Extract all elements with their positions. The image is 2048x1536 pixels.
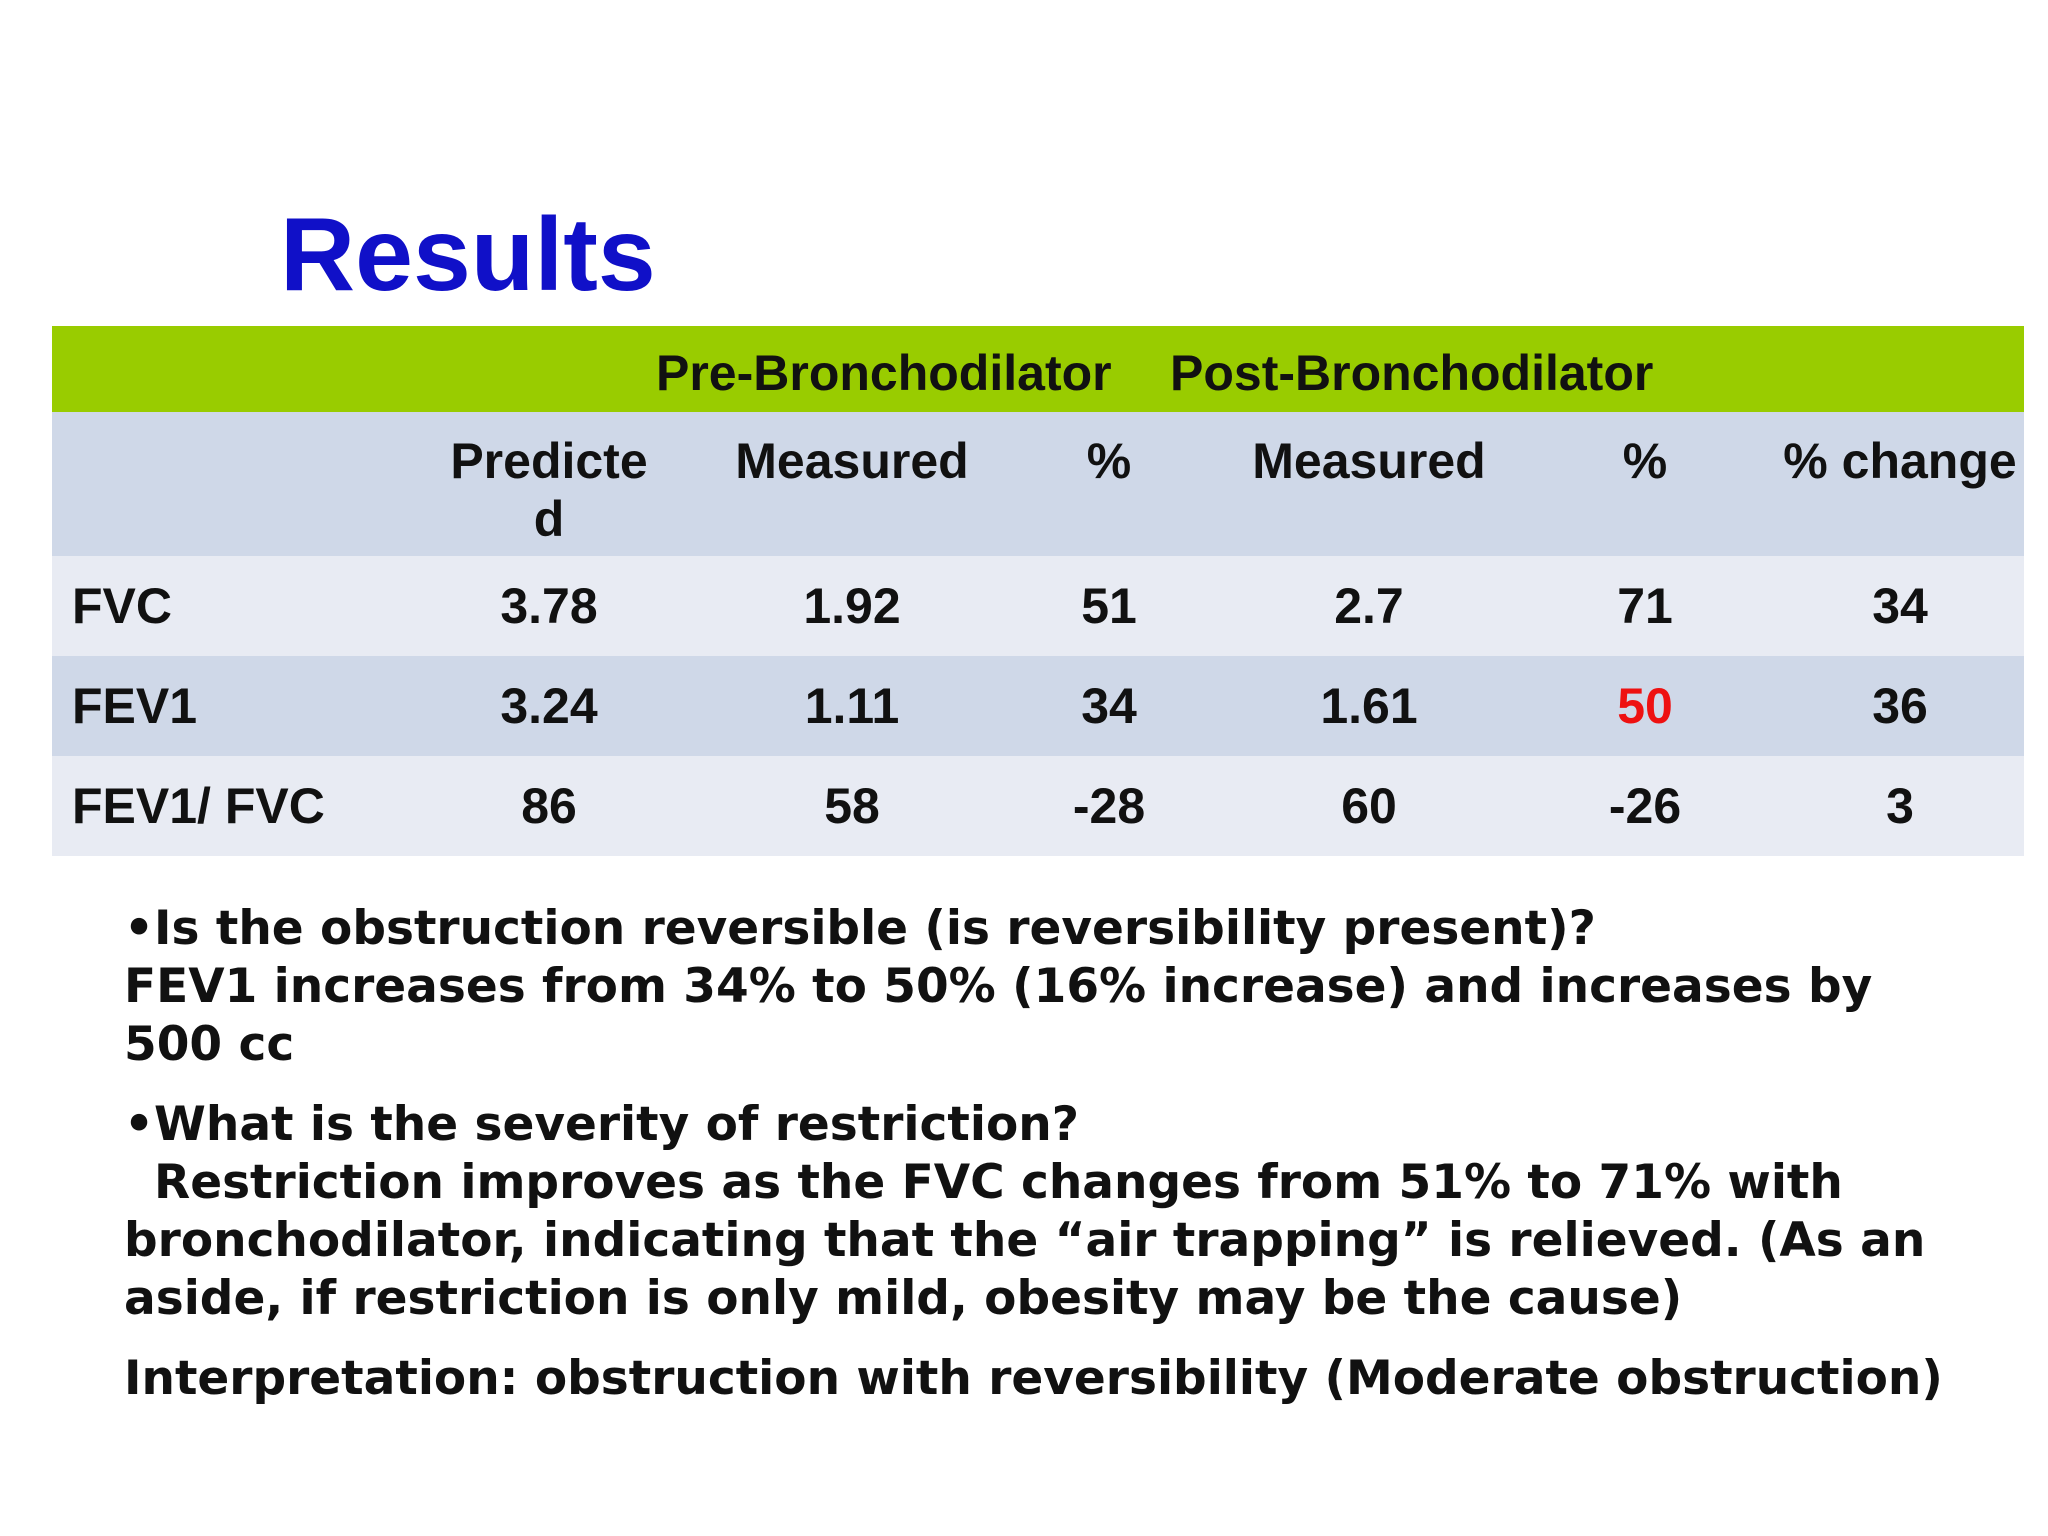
percent-change-value: 34 [1872,578,1928,634]
post-percent-value: -26 [1608,778,1682,834]
predicted-value: 86 [521,778,577,834]
row-label: FEV1/ FVC [72,778,325,834]
post-measured-value: 60 [1341,778,1397,834]
column-header-pre-measured: Measured [735,433,969,489]
column-header-percent-change: % change [1783,433,2017,489]
column-header-post-percent: % [1622,433,1668,489]
pre-bronchodilator-header: Pre-Bronchodilator [656,345,1112,401]
column-header-post-measured: Measured [1252,433,1486,489]
answer-reversibility: FEV1 increases from 34% to 50% (16% incr… [124,959,1873,1072]
table-row-fev1: FEV1 3.24 1.11 34 1.61 50 36 [52,656,2024,756]
question-restriction: •What is the severity of restriction? [124,1097,1079,1152]
group-header-row: Pre-Bronchodilator Post-Bronchodilator [52,326,2024,412]
post-bronchodilator-header: Post-Bronchodilator [1170,345,1654,401]
post-measured-value: 2.7 [1334,578,1404,634]
note-interpretation: Interpretation: obstruction with reversi… [124,1351,1943,1406]
column-header-label [52,412,388,432]
percent-change-value: 3 [1886,778,1914,834]
post-measured-value: 1.61 [1320,678,1418,734]
pre-measured-value: 58 [824,778,880,834]
pre-percent-value: 34 [1081,678,1137,734]
pre-percent-value: -28 [1072,778,1146,834]
column-header-pre-percent: % [1086,433,1132,489]
answer-restriction: Restriction improves as the FVC changes … [124,1155,1926,1326]
table-row-fvc: FVC 3.78 1.92 51 2.7 71 34 [52,556,2024,656]
question-reversibility: •Is the obstruction reversible (is rever… [124,901,1596,956]
pre-percent-value: 51 [1081,578,1137,634]
results-table: Pre-Bronchodilator Post-Bronchodilator P… [52,326,2024,856]
table-row-fev1-fvc: FEV1/ FVC 86 58 -28 60 -26 3 [52,756,2024,856]
percent-change-value: 36 [1872,678,1928,734]
post-percent-value-highlighted: 50 [1617,678,1673,734]
notes-block: •Is the obstruction reversible (is rever… [124,900,1984,1430]
post-percent-value: 71 [1617,578,1673,634]
pre-measured-value: 1.11 [804,678,900,734]
predicted-value: 3.78 [500,578,598,634]
pre-measured-value: 1.92 [803,578,901,634]
column-header-row: Predicted Measured % Measured % % change [52,412,2024,556]
note-reversibility: •Is the obstruction reversible (is rever… [124,900,1984,1074]
note-restriction: •What is the severity of restriction? Re… [124,1096,1984,1328]
row-label: FEV1 [72,678,198,734]
slide-title: Results [280,197,656,313]
predicted-value: 3.24 [500,678,598,734]
column-header-predicted: Predicted [450,433,648,547]
row-label: FVC [72,578,172,634]
